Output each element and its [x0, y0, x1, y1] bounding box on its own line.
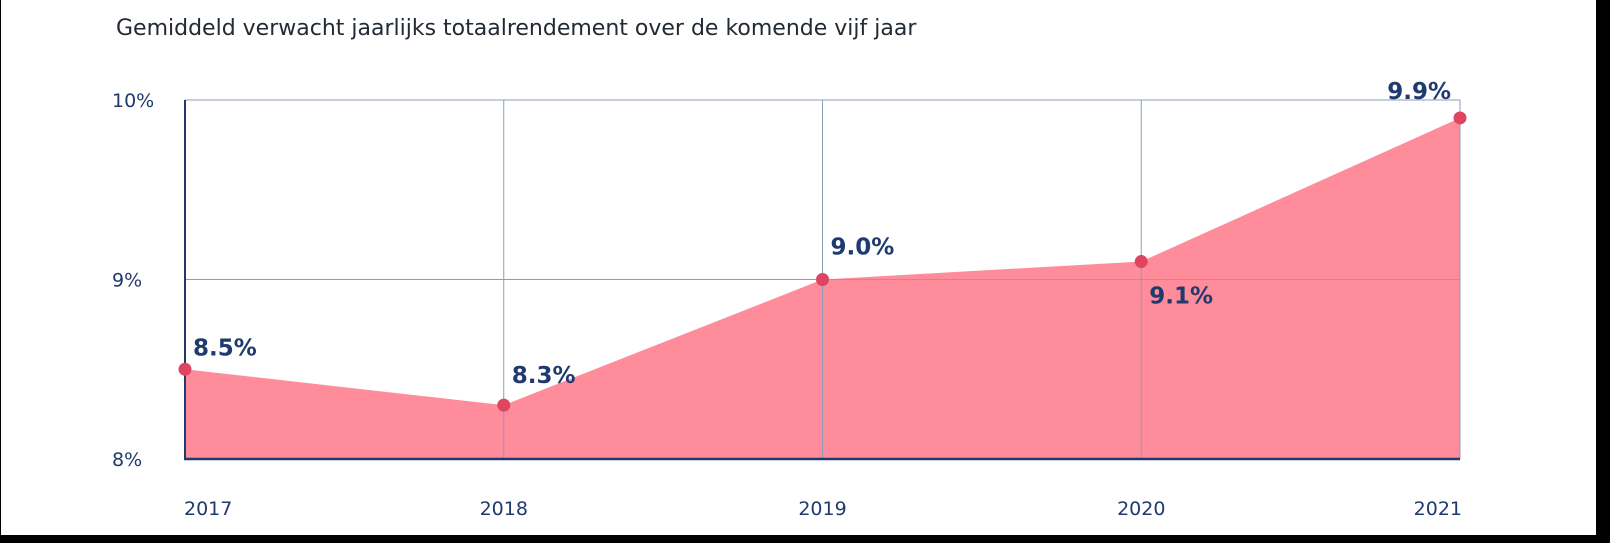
- data-point: [816, 273, 829, 286]
- x-tick-label: 2019: [798, 498, 846, 520]
- data-point: [497, 398, 511, 412]
- chart-card: Gemiddeld verwacht jaarlijks totaalrende…: [1, 0, 1596, 535]
- y-tick-label: 9%: [112, 270, 142, 292]
- area-chart: 8% 9% 10% 2017 2018 2019 2020 2021 8.5% 8.3% 9.0% 9…: [112, 79, 1467, 520]
- y-tick-label: 8%: [112, 449, 142, 471]
- data-label: 8.5%: [193, 335, 257, 361]
- x-tick-label: 2017: [184, 498, 232, 520]
- data-label: 9.9%: [1387, 79, 1451, 105]
- data-label: 9.0%: [831, 235, 895, 261]
- x-tick-label: 2021: [1414, 498, 1462, 520]
- x-tick-label: 2018: [480, 498, 528, 520]
- data-point: [1453, 111, 1467, 125]
- data-label: 9.1%: [1149, 284, 1213, 310]
- data-label: 8.3%: [512, 363, 576, 389]
- data-point: [1134, 255, 1148, 269]
- y-tick-label: 10%: [112, 90, 154, 112]
- x-tick-label: 2020: [1117, 498, 1165, 520]
- chart-title: Gemiddeld verwacht jaarlijks totaalrende…: [116, 16, 917, 41]
- data-point: [178, 362, 192, 376]
